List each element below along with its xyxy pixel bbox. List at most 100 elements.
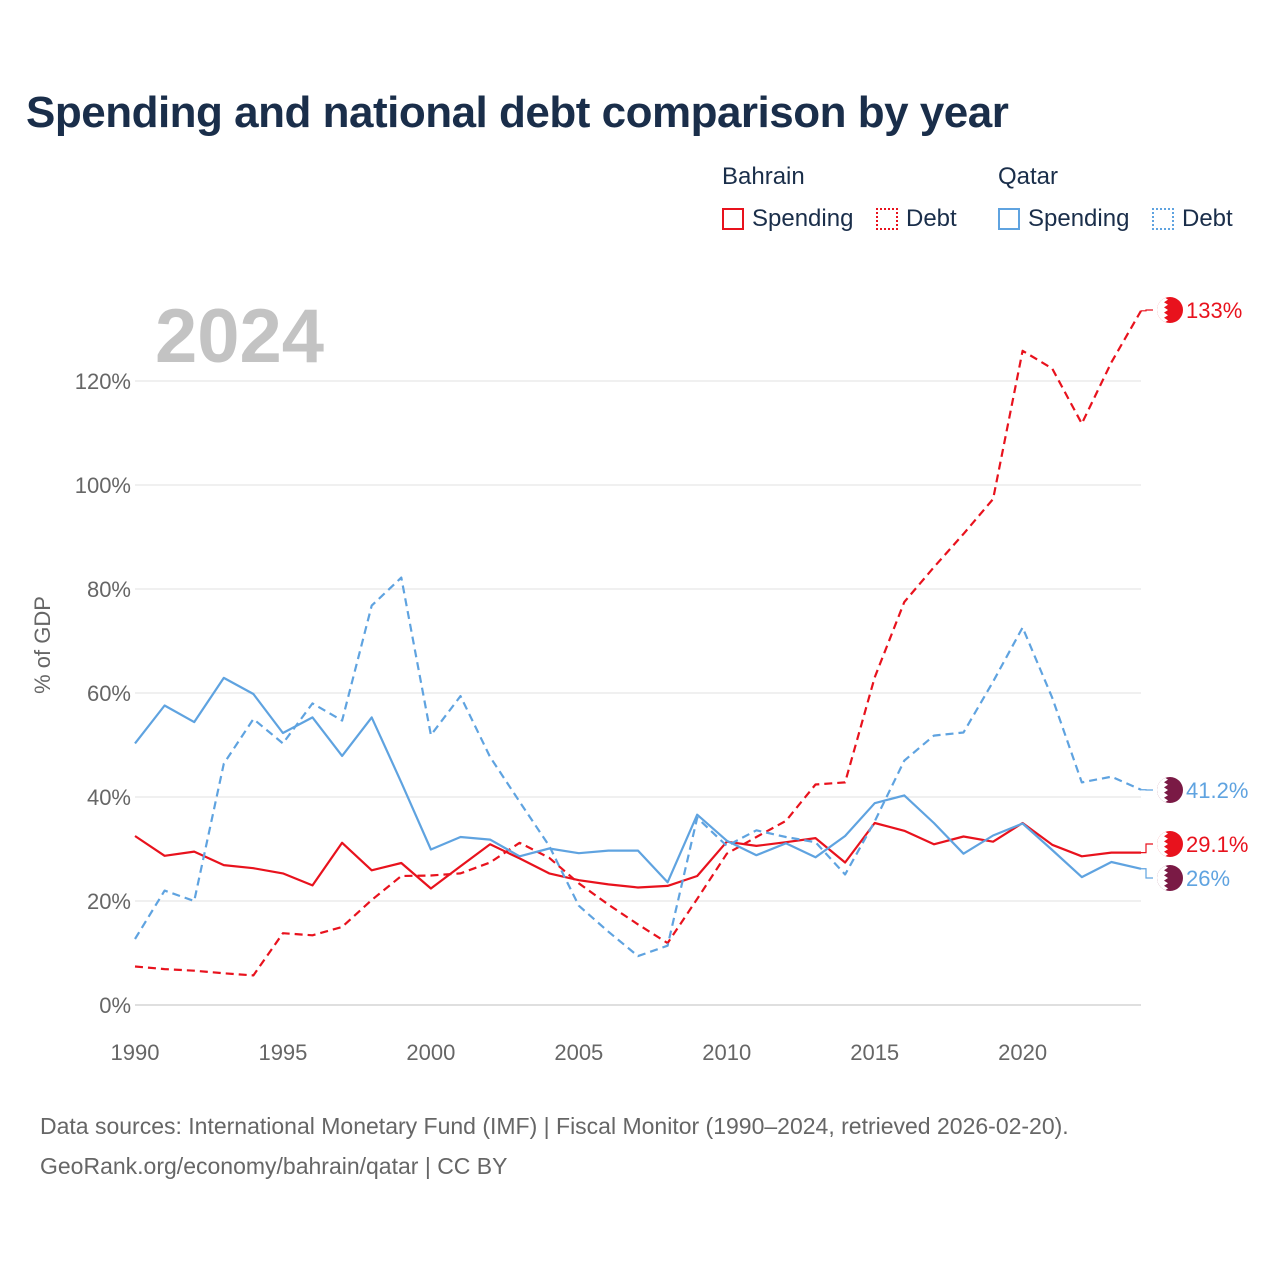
data-point[interactable] (663, 877, 673, 887)
data-point[interactable] (130, 962, 140, 972)
data-point[interactable] (929, 839, 939, 849)
data-point[interactable] (692, 871, 702, 881)
data-point[interactable] (455, 832, 465, 842)
series-bahrain-spending[interactable] (130, 818, 1146, 894)
data-point[interactable] (367, 895, 377, 905)
data-point[interactable] (455, 691, 465, 701)
data-point[interactable] (130, 738, 140, 748)
data-point[interactable] (1018, 819, 1028, 829)
data-point[interactable] (337, 716, 347, 726)
data-point[interactable] (840, 869, 850, 879)
data-point[interactable] (811, 780, 821, 790)
data-point[interactable] (219, 860, 229, 870)
data-point[interactable] (929, 818, 939, 828)
legend-item-bahrain-spending[interactable]: Spending (722, 205, 853, 233)
data-point[interactable] (1018, 622, 1028, 632)
data-point[interactable] (278, 928, 288, 938)
data-point[interactable] (1106, 357, 1116, 367)
data-point[interactable] (248, 863, 258, 873)
data-point[interactable] (1047, 693, 1057, 703)
data-point[interactable] (278, 728, 288, 738)
data-point[interactable] (958, 728, 968, 738)
data-point[interactable] (929, 562, 939, 572)
data-point[interactable] (485, 858, 495, 868)
data-point[interactable] (189, 717, 199, 727)
data-point[interactable] (1047, 845, 1057, 855)
data-point[interactable] (958, 529, 968, 539)
data-point[interactable] (160, 700, 170, 710)
data-point[interactable] (958, 832, 968, 842)
legend-item-bahrain-debt[interactable]: Debt (876, 205, 957, 233)
data-point[interactable] (988, 677, 998, 687)
data-point[interactable] (722, 841, 732, 851)
footer-link[interactable]: GeoRank.org/economy/bahrain/qatar | CC B… (40, 1153, 508, 1179)
data-point[interactable] (219, 673, 229, 683)
legend-item-qatar-spending[interactable]: Spending (998, 205, 1129, 233)
data-point[interactable] (692, 894, 702, 904)
data-point[interactable] (633, 846, 643, 856)
data-point[interactable] (308, 698, 318, 708)
series-qatar-spending[interactable] (130, 673, 1146, 887)
data-point[interactable] (1077, 851, 1087, 861)
data-point[interactable] (485, 835, 495, 845)
data-point[interactable] (337, 751, 347, 761)
data-point[interactable] (219, 968, 229, 978)
data-point[interactable] (308, 880, 318, 890)
data-point[interactable] (308, 712, 318, 722)
data-point[interactable] (870, 798, 880, 808)
data-point[interactable] (633, 919, 643, 929)
data-point[interactable] (751, 841, 761, 851)
data-point[interactable] (603, 846, 613, 856)
data-point[interactable] (248, 714, 258, 724)
data-point[interactable] (130, 934, 140, 944)
data-point[interactable] (1018, 346, 1028, 356)
data-point[interactable] (1077, 872, 1087, 882)
data-point[interactable] (426, 730, 436, 740)
data-point[interactable] (633, 951, 643, 961)
data-point[interactable] (248, 970, 258, 980)
data-point[interactable] (396, 573, 406, 583)
data-point[interactable] (426, 871, 436, 881)
data-point[interactable] (426, 845, 436, 855)
data-point[interactable] (899, 756, 909, 766)
data-point[interactable] (751, 825, 761, 835)
data-point[interactable] (515, 797, 525, 807)
data-point[interactable] (248, 689, 258, 699)
data-point[interactable] (189, 847, 199, 857)
data-point[interactable] (1106, 857, 1116, 867)
data-point[interactable] (485, 752, 495, 762)
data-point[interactable] (988, 830, 998, 840)
data-point[interactable] (603, 900, 613, 910)
data-point[interactable] (958, 849, 968, 859)
series-bahrain-debt[interactable] (130, 306, 1146, 981)
data-point[interactable] (308, 930, 318, 940)
data-point[interactable] (544, 868, 554, 878)
data-point[interactable] (811, 837, 821, 847)
data-point[interactable] (219, 759, 229, 769)
legend-item-qatar-debt[interactable]: Debt (1152, 205, 1233, 233)
data-point[interactable] (751, 850, 761, 860)
data-point[interactable] (603, 927, 613, 937)
data-point[interactable] (367, 712, 377, 722)
data-point[interactable] (870, 672, 880, 682)
data-point[interactable] (840, 831, 850, 841)
data-point[interactable] (396, 871, 406, 881)
data-point[interactable] (988, 494, 998, 504)
data-point[interactable] (160, 964, 170, 974)
data-point[interactable] (515, 851, 525, 861)
data-point[interactable] (781, 816, 791, 826)
data-point[interactable] (574, 901, 584, 911)
data-point[interactable] (367, 865, 377, 875)
data-point[interactable] (899, 597, 909, 607)
data-point[interactable] (337, 922, 347, 932)
data-point[interactable] (1077, 419, 1087, 429)
data-point[interactable] (811, 852, 821, 862)
data-point[interactable] (870, 816, 880, 826)
data-point[interactable] (367, 601, 377, 611)
data-point[interactable] (278, 868, 288, 878)
data-point[interactable] (840, 858, 850, 868)
data-point[interactable] (189, 966, 199, 976)
data-point[interactable] (160, 851, 170, 861)
data-point[interactable] (603, 879, 613, 889)
data-point[interactable] (1047, 364, 1057, 374)
